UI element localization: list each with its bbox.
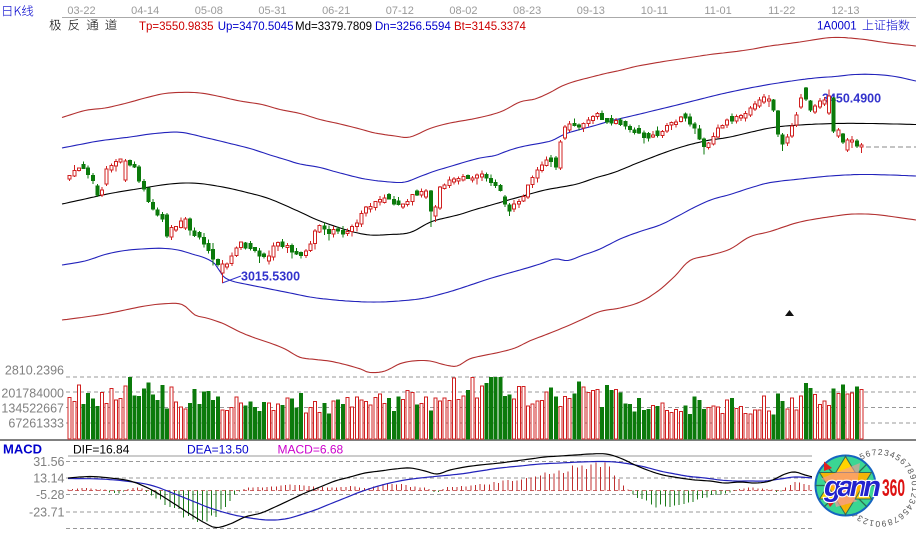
svg-text:201784000: 201784000 bbox=[1, 387, 64, 401]
svg-text:8: 8 bbox=[905, 467, 916, 476]
svg-text:MACD: MACD bbox=[3, 442, 42, 457]
svg-text:7: 7 bbox=[902, 461, 913, 471]
svg-text:6: 6 bbox=[898, 456, 908, 467]
svg-text:Bt=3145.3374: Bt=3145.3374 bbox=[454, 21, 527, 33]
svg-text:2: 2 bbox=[878, 447, 883, 457]
svg-text:MACD=6.68: MACD=6.68 bbox=[278, 443, 344, 457]
svg-text:10-11: 10-11 bbox=[641, 5, 668, 17]
svg-text:12-13: 12-13 bbox=[831, 5, 859, 17]
svg-text:DEA=13.50: DEA=13.50 bbox=[187, 443, 249, 457]
svg-text:134522667: 134522667 bbox=[1, 401, 64, 415]
svg-text:67261333: 67261333 bbox=[8, 417, 64, 431]
svg-text:5: 5 bbox=[858, 451, 867, 462]
svg-text:2810.2396: 2810.2396 bbox=[5, 364, 64, 378]
svg-text:08-23: 08-23 bbox=[513, 5, 541, 17]
svg-text:360: 360 bbox=[882, 475, 905, 502]
svg-text:7: 7 bbox=[871, 447, 877, 458]
svg-text:6: 6 bbox=[864, 448, 872, 459]
svg-text:Dn=3256.5594: Dn=3256.5594 bbox=[375, 21, 451, 33]
svg-text:0: 0 bbox=[875, 519, 880, 529]
svg-text:03-22: 03-22 bbox=[67, 5, 95, 17]
svg-text:7: 7 bbox=[891, 514, 900, 525]
svg-text:1: 1 bbox=[910, 487, 916, 492]
svg-text:2: 2 bbox=[909, 492, 916, 499]
svg-text:2: 2 bbox=[861, 516, 869, 527]
svg-text:DIF=16.84: DIF=16.84 bbox=[73, 443, 130, 457]
svg-text:6: 6 bbox=[896, 511, 906, 522]
svg-text:3015.5300: 3015.5300 bbox=[241, 270, 300, 284]
svg-text:5: 5 bbox=[893, 452, 903, 463]
svg-text:Up=3470.5045: Up=3470.5045 bbox=[218, 21, 294, 33]
svg-text:07-12: 07-12 bbox=[386, 5, 414, 17]
svg-text:11-01: 11-01 bbox=[704, 5, 731, 17]
svg-text:4: 4 bbox=[904, 502, 915, 512]
svg-text:1: 1 bbox=[868, 518, 875, 529]
svg-text:08-02: 08-02 bbox=[449, 5, 477, 17]
svg-text:0: 0 bbox=[909, 480, 916, 486]
svg-text:4: 4 bbox=[888, 449, 896, 460]
svg-text:11-22: 11-22 bbox=[768, 5, 795, 17]
svg-text:05-31: 05-31 bbox=[258, 5, 286, 17]
svg-text:3: 3 bbox=[907, 497, 916, 505]
svg-text:5: 5 bbox=[900, 507, 911, 517]
svg-text:05-08: 05-08 bbox=[195, 5, 223, 17]
svg-text:8: 8 bbox=[886, 517, 894, 528]
svg-text:09-13: 09-13 bbox=[577, 5, 605, 17]
svg-text:9: 9 bbox=[908, 473, 916, 481]
svg-text:31.56: 31.56 bbox=[33, 455, 64, 469]
svg-text:-5.28: -5.28 bbox=[36, 488, 65, 502]
svg-text:13.14: 13.14 bbox=[33, 471, 64, 485]
svg-text:3: 3 bbox=[855, 513, 865, 524]
svg-text:9: 9 bbox=[881, 518, 887, 529]
svg-text:Tp=3550.9835: Tp=3550.9835 bbox=[139, 21, 214, 33]
svg-text:gann: gann bbox=[823, 471, 881, 503]
svg-text:3: 3 bbox=[883, 447, 890, 458]
svg-text:-23.71: -23.71 bbox=[29, 505, 64, 519]
svg-text:3450.4900: 3450.4900 bbox=[822, 92, 881, 106]
svg-text:06-21: 06-21 bbox=[322, 5, 350, 17]
svg-text:1A0001: 1A0001 bbox=[817, 21, 857, 33]
svg-text:04-14: 04-14 bbox=[131, 5, 159, 17]
svg-text:Md=3379.7809: Md=3379.7809 bbox=[295, 21, 372, 33]
